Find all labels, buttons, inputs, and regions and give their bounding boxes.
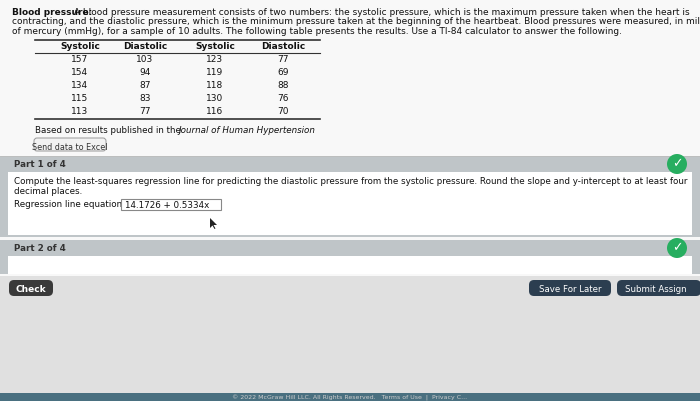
Text: ✓: ✓: [672, 241, 682, 255]
Text: 154: 154: [71, 68, 89, 77]
Text: © 2022 McGraw Hill LLC. All Rights Reserved.   Terms of Use  |  Privacy C...: © 2022 McGraw Hill LLC. All Rights Reser…: [232, 395, 468, 401]
FancyBboxPatch shape: [34, 138, 106, 151]
Text: 69: 69: [277, 68, 288, 77]
Text: ✓: ✓: [672, 158, 682, 170]
Text: 76: 76: [277, 94, 288, 103]
Text: 130: 130: [206, 94, 223, 103]
Text: Submit Assign: Submit Assign: [625, 285, 687, 294]
Text: of mercury (mmHg), for a sample of 10 adults. The following table presents the r: of mercury (mmHg), for a sample of 10 ad…: [12, 27, 622, 36]
Text: 103: 103: [136, 55, 153, 64]
FancyBboxPatch shape: [529, 280, 611, 296]
Circle shape: [667, 238, 687, 258]
Text: 119: 119: [206, 68, 223, 77]
Text: 118: 118: [206, 81, 223, 90]
Text: contracting, and the diastolic pressure, which is the minimum pressure taken at : contracting, and the diastolic pressure,…: [12, 18, 700, 26]
Text: Systolic: Systolic: [60, 42, 100, 51]
Polygon shape: [210, 218, 217, 229]
Text: Regression line equation: ŷ =: Regression line equation: ŷ =: [14, 200, 146, 209]
Text: Save For Later: Save For Later: [539, 285, 601, 294]
Text: decimal places.: decimal places.: [14, 187, 83, 196]
Bar: [8, 172, 692, 235]
Text: 134: 134: [71, 81, 89, 90]
Bar: [0, 156, 700, 237]
Text: 14.1726 + 0.5334x: 14.1726 + 0.5334x: [125, 200, 209, 209]
Text: 83: 83: [139, 94, 150, 103]
Bar: [121, 199, 221, 210]
Text: Blood pressure:: Blood pressure:: [12, 8, 92, 17]
Text: 115: 115: [71, 94, 89, 103]
Text: 94: 94: [139, 68, 150, 77]
Text: 123: 123: [206, 55, 223, 64]
Text: 87: 87: [139, 81, 150, 90]
FancyBboxPatch shape: [9, 280, 53, 296]
Text: 88: 88: [277, 81, 288, 90]
Circle shape: [667, 154, 687, 174]
Bar: [0, 276, 700, 401]
Text: Check: Check: [15, 285, 46, 294]
Text: Journal of Human Hypertension: Journal of Human Hypertension: [178, 126, 315, 135]
Text: Diastolic: Diastolic: [261, 42, 305, 51]
Text: 77: 77: [139, 107, 150, 116]
Text: Compute the least-squares regression line for predicting the diastolic pressure : Compute the least-squares regression lin…: [14, 177, 687, 186]
Text: Systolic: Systolic: [195, 42, 235, 51]
Text: Diastolic: Diastolic: [123, 42, 167, 51]
Text: Send data to Excel: Send data to Excel: [32, 142, 108, 152]
Text: 113: 113: [71, 107, 89, 116]
Text: 70: 70: [277, 107, 288, 116]
Text: Part 1 of 4: Part 1 of 4: [14, 160, 66, 169]
FancyBboxPatch shape: [617, 280, 700, 296]
Text: A blood pressure measurement consists of two numbers: the systolic pressure, whi: A blood pressure measurement consists of…: [71, 8, 690, 17]
Bar: [8, 256, 692, 274]
Text: 116: 116: [206, 107, 223, 116]
Text: 157: 157: [71, 55, 89, 64]
Text: Based on results published in the: Based on results published in the: [35, 126, 183, 135]
Text: 77: 77: [277, 55, 288, 64]
Text: Part 2 of 4: Part 2 of 4: [14, 244, 66, 253]
Bar: [0, 240, 700, 274]
Bar: [0, 393, 700, 401]
